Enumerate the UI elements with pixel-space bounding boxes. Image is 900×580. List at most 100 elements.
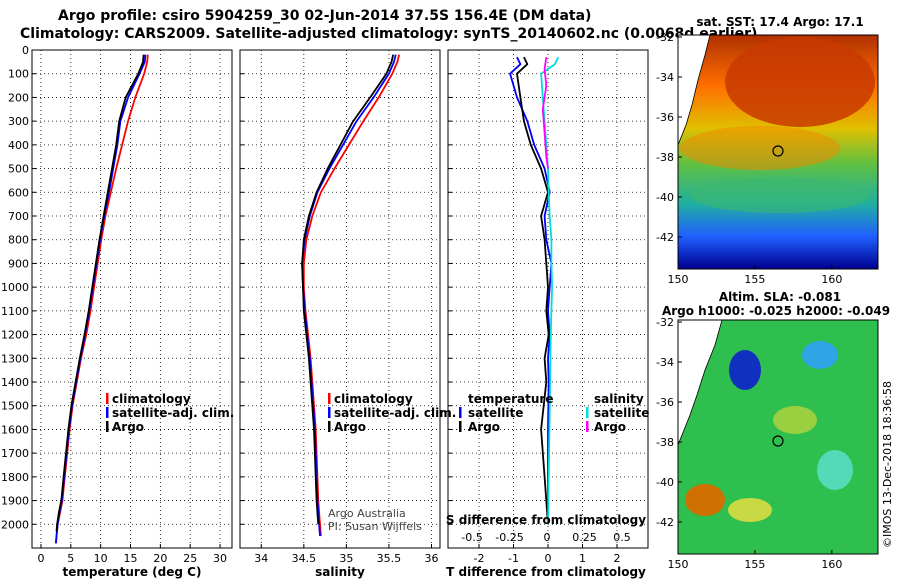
x-tick-label: 30 (213, 552, 227, 565)
legend-swatch-argo (106, 421, 109, 432)
top-x-tick-label: 0.25 (572, 531, 597, 544)
map-y-tick-label: -32 (656, 316, 674, 329)
temperature-legend: climatology satellite-adj. clim. Argo (106, 392, 234, 434)
credit-line1: Argo Australia (328, 507, 406, 520)
series-line-climatology (55, 54, 149, 544)
x-tick-label: 1 (579, 552, 586, 565)
map-y-tick-label: -40 (656, 191, 674, 204)
map-y-tick-label: -40 (656, 476, 674, 489)
map-y-tick-label: -38 (656, 436, 674, 449)
top-x-tick-label: 0 (544, 531, 551, 544)
x-tick-label: 10 (94, 552, 108, 565)
sst-warm-core (725, 37, 875, 127)
legend-label-sal-satellite: satellite (594, 406, 649, 420)
map-x-tick-label: 155 (744, 558, 765, 571)
legend-swatch-argo (328, 421, 331, 432)
x-tick-label: -1 (508, 552, 519, 565)
x-tick-label: 36 (424, 552, 438, 565)
legend-swatch-satellite (328, 407, 331, 418)
sst-map-frame (677, 34, 879, 270)
legend-swatch-climatology (328, 393, 331, 404)
sla-float-marker (772, 435, 784, 447)
y-tick-label: 1000 (1, 281, 29, 294)
legend-swatch-satellite (106, 407, 109, 418)
x-tick-label: 0 (545, 552, 552, 565)
x-tick-label: 35.5 (377, 552, 402, 565)
difference-x-label: T difference from climatology (446, 565, 646, 579)
y-tick-label: 1800 (1, 471, 29, 484)
difference-panel: -2 -1 0 1 2 -0.5 -0.25 0 0.25 0.5 S difference fr… (446, 49, 649, 579)
y-tick-label: 700 (8, 210, 29, 223)
y-tick-label: 1900 (1, 495, 29, 508)
map-y-tick-label: -32 (656, 31, 674, 44)
y-tick-label: 1300 (1, 352, 29, 365)
y-tick-label: 300 (8, 115, 29, 128)
x-tick-label: 0 (37, 552, 44, 565)
x-tick-label: 15 (124, 552, 138, 565)
x-tick-label: 5 (67, 552, 74, 565)
sst-cool-band (690, 177, 870, 213)
sst-map: sat. SST: 17.4 Argo: 17.1 150 155 160 -32 -3… (656, 15, 879, 286)
sla-low-eddy (729, 350, 761, 390)
sst-land (678, 35, 711, 146)
sst-float-marker (772, 145, 784, 157)
difference-top-x-label: S difference from climatology (446, 513, 646, 527)
sla-map-title-line2: Argo h1000: -0.025 h2000: -0.049 (662, 304, 890, 318)
sla-low-eddy-3 (817, 450, 853, 490)
salinity-x-label: salinity (315, 565, 365, 579)
map-x-tick-label: 150 (668, 558, 689, 571)
y-tick-label: 1200 (1, 329, 29, 342)
credit-line2: PI: Susan Wijffels (328, 520, 422, 533)
y-tick-label: 1100 (1, 305, 29, 318)
y-tick-label: 800 (8, 234, 29, 247)
sst-map-title: sat. SST: 17.4 Argo: 17.1 (696, 15, 863, 29)
y-tick-label: 0 (22, 44, 29, 57)
y-tick-label: 200 (8, 91, 29, 104)
series-line-argo (301, 54, 395, 525)
sla-high-eddy-2 (773, 406, 817, 434)
x-tick-label: -2 (474, 552, 485, 565)
legend-label-climatology: climatology (112, 392, 191, 406)
series-line-salinity-satellite (540, 56, 560, 525)
legend-swatch-sal-argo (586, 421, 589, 432)
x-tick-label: 20 (153, 552, 167, 565)
y-tick-label: 1400 (1, 376, 29, 389)
sst-front (680, 126, 840, 170)
top-x-tick-label: -0.25 (495, 531, 523, 544)
imos-timestamp: ©IMOS 13-Dec-2018 18:36:58 (881, 381, 894, 548)
legend-label-argo: Argo (112, 420, 144, 434)
y-tick-label: 1600 (1, 423, 29, 436)
series-line-temperature-satellite (509, 56, 553, 525)
x-tick-label: 2 (613, 552, 620, 565)
series-line-temperature-argo (516, 56, 550, 525)
series-line-salinity-argo (541, 56, 549, 169)
temperature-panel: 0 5 10 15 20 25 300100200300400500600700800900… (1, 44, 234, 579)
sla-map-frame (677, 319, 879, 555)
y-tick-label: 1700 (1, 447, 29, 460)
map-y-tick-label: -36 (656, 396, 674, 409)
legend-label-satellite: satellite-adj. clim. (112, 406, 234, 420)
sla-low-eddy-2 (802, 341, 838, 369)
figure-title-line1: Argo profile: csiro 5904259_30 02-Jun-20… (58, 8, 592, 24)
map-x-tick-label: 160 (821, 273, 842, 286)
legend-swatch-temp-argo (459, 421, 462, 432)
map-y-tick-label: -36 (656, 111, 674, 124)
salinity-legend: climatology satellite-adj. clim. Argo (328, 392, 456, 434)
salinity-plot-frame (239, 49, 441, 549)
map-y-tick-label: -34 (656, 71, 674, 84)
temperature-plot-frame (31, 49, 233, 549)
y-tick-label: 2000 (1, 518, 29, 531)
x-tick-label: 34 (254, 552, 268, 565)
legend-label-argo: Argo (334, 420, 366, 434)
map-x-tick-label: 160 (821, 558, 842, 571)
legend-swatch-sal-satellite (586, 407, 589, 418)
series-line-argo (55, 54, 145, 532)
salinity-panel: 34 34.5 35 35.5 36 salinity climatology sate… (239, 49, 456, 579)
sla-map-title-line1: Altim. SLA: -0.081 (719, 290, 841, 304)
map-y-tick-label: -42 (656, 516, 674, 529)
legend-label-temp-argo: Argo (468, 420, 500, 434)
map-y-tick-label: -34 (656, 356, 674, 369)
map-y-tick-label: -42 (656, 231, 674, 244)
y-tick-label: 400 (8, 139, 29, 152)
